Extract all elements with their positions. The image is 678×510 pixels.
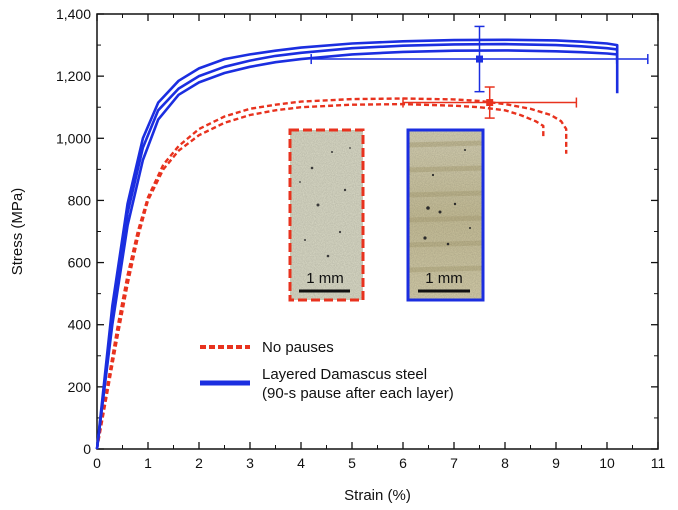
y-tick-label: 1,400 bbox=[56, 6, 91, 22]
x-tick-label: 11 bbox=[651, 455, 666, 471]
y-tick-label: 600 bbox=[68, 255, 92, 271]
error-bar bbox=[402, 86, 578, 119]
y-tick-label: 1,000 bbox=[56, 130, 91, 146]
inset-no-pauses-pores bbox=[299, 147, 351, 258]
x-tick-label: 8 bbox=[501, 455, 509, 471]
inset-no-pauses-micrograph: 1 mm bbox=[288, 128, 365, 302]
inset-no-pauses-scale-label: 1 mm bbox=[306, 270, 344, 287]
legend-label-no-pauses: No pauses bbox=[262, 339, 334, 356]
y-tick-label: 0 bbox=[83, 441, 91, 457]
inset-damascus-micrograph: 1 mm bbox=[406, 128, 485, 302]
inset-damascus-pores bbox=[423, 149, 471, 246]
inset-no-pauses-border bbox=[288, 128, 365, 302]
legend-label-damascus: (90-s pause after each layer) bbox=[262, 385, 454, 402]
plot-layer: 0 1 2 3 4 5 6 7 8 9 10 11 0 200 400 600 800 1,000 1,200 1,4… bbox=[9, 6, 665, 504]
error-bar-marker bbox=[486, 99, 494, 107]
error-bar-marker bbox=[476, 55, 483, 63]
legend: No pauses Layered Damascus steel (90-s pau… bbox=[200, 339, 454, 402]
x-tick-label: 2 bbox=[195, 455, 203, 471]
y-axis-title: Stress (MPa) bbox=[9, 188, 26, 276]
y-tick-label: 1,200 bbox=[56, 68, 91, 84]
x-tick-label: 1 bbox=[144, 455, 152, 471]
x-tick-label: 0 bbox=[93, 455, 101, 471]
series-line bbox=[95, 38, 619, 450]
x-tick-label: 6 bbox=[399, 455, 407, 471]
error-bar bbox=[310, 25, 649, 93]
x-tick-label: 4 bbox=[297, 455, 305, 471]
x-tick-label: 10 bbox=[599, 455, 615, 471]
series-damascus bbox=[95, 38, 619, 450]
series-line bbox=[95, 49, 619, 450]
x-tick-label: 7 bbox=[450, 455, 458, 471]
x-tick-label: 9 bbox=[552, 455, 560, 471]
series-line bbox=[95, 97, 568, 450]
inset-damascus-border bbox=[406, 128, 485, 302]
inset-damascus-scale-label: 1 mm bbox=[425, 270, 463, 287]
series-line bbox=[95, 42, 619, 450]
legend-label-damascus: Layered Damascus steel bbox=[262, 366, 427, 383]
y-tick-label: 200 bbox=[68, 379, 92, 395]
series-line bbox=[95, 102, 545, 450]
x-axis-title: Strain (%) bbox=[344, 487, 411, 504]
x-tick-label: 5 bbox=[348, 455, 356, 471]
y-tick-label: 400 bbox=[68, 317, 92, 333]
y-tick-label: 800 bbox=[68, 192, 92, 208]
series-no-pauses bbox=[95, 97, 568, 450]
x-tick-label: 3 bbox=[246, 455, 254, 471]
